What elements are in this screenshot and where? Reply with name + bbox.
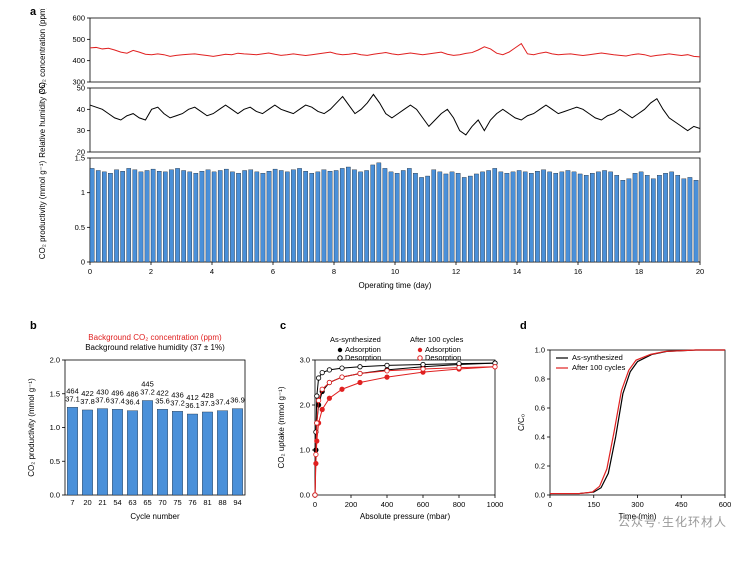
svg-text:Desorption: Desorption [345,353,381,362]
svg-text:37.8: 37.8 [80,397,95,406]
svg-text:10: 10 [391,267,399,276]
svg-text:After 100 cycles: After 100 cycles [410,335,464,344]
svg-text:50: 50 [77,84,85,93]
svg-text:500: 500 [72,35,85,44]
panel-c: 0 200 400 600 800 1000 0.0 1.0 2.0 3.0 CO₂ uptake … [270,330,505,540]
svg-text:1.0: 1.0 [50,423,60,432]
svg-text:3.0: 3.0 [300,356,310,365]
svg-text:400: 400 [381,500,394,509]
svg-text:1000: 1000 [487,500,504,509]
svg-text:Desorption: Desorption [425,353,461,362]
svg-text:200: 200 [345,500,358,509]
svg-text:0.0: 0.0 [535,491,545,500]
panel-b: Background CO₂ concentration (ppm)Backgr… [20,330,255,540]
svg-text:36.4: 36.4 [125,398,140,407]
svg-text:1.5: 1.5 [50,389,60,398]
svg-text:0.5: 0.5 [75,223,85,232]
svg-text:Operating time (day): Operating time (day) [359,281,432,290]
svg-text:0.8: 0.8 [535,375,545,384]
svg-text:Absolute pressure (mbar): Absolute pressure (mbar) [360,512,451,521]
svg-text:C/C₀: C/C₀ [517,414,526,431]
svg-text:1.0: 1.0 [300,446,310,455]
svg-text:37.4: 37.4 [110,396,125,405]
svg-text:1.0: 1.0 [535,346,545,355]
svg-text:70: 70 [158,498,166,507]
svg-text:37.4: 37.4 [215,398,230,407]
svg-text:0: 0 [88,267,92,276]
svg-text:20: 20 [83,498,91,507]
svg-text:0: 0 [313,500,317,509]
svg-text:16: 16 [574,267,582,276]
watermark: 公众号·生化环材人 [618,513,727,530]
svg-text:81: 81 [203,498,211,507]
svg-text:600: 600 [719,500,732,509]
svg-text:37.1: 37.1 [65,394,80,403]
svg-text:450: 450 [675,500,688,509]
svg-text:0.6: 0.6 [535,404,545,413]
svg-text:0.0: 0.0 [50,491,60,500]
svg-text:2: 2 [149,267,153,276]
svg-text:Background relative humidity (: Background relative humidity (37 ± 1%) [85,343,225,352]
svg-text:18: 18 [635,267,643,276]
svg-text:35.6: 35.6 [155,396,170,405]
svg-text:Relative humidity (%): Relative humidity (%) [38,82,47,158]
svg-text:CO₂ concentration (ppm): CO₂ concentration (ppm) [38,8,47,94]
svg-text:54: 54 [113,498,121,507]
svg-text:6: 6 [271,267,275,276]
svg-text:2.0: 2.0 [50,356,60,365]
svg-text:800: 800 [453,500,466,509]
svg-text:63: 63 [128,498,136,507]
svg-text:8: 8 [332,267,336,276]
svg-text:37.2: 37.2 [140,388,155,397]
svg-text:36.1: 36.1 [185,401,200,410]
svg-text:37.6: 37.6 [95,396,110,405]
svg-text:CO₂ productivity (mmol g⁻¹): CO₂ productivity (mmol g⁻¹) [27,378,36,477]
svg-text:4: 4 [210,267,214,276]
svg-text:0: 0 [81,258,85,267]
svg-text:76: 76 [188,498,196,507]
svg-text:1.5: 1.5 [75,154,85,163]
svg-text:600: 600 [417,500,430,509]
svg-text:2.0: 2.0 [300,401,310,410]
svg-text:600: 600 [72,14,85,23]
svg-text:400: 400 [72,56,85,65]
svg-text:88: 88 [218,498,226,507]
svg-text:75: 75 [173,498,181,507]
svg-text:12: 12 [452,267,460,276]
svg-text:40: 40 [77,105,85,114]
svg-text:150: 150 [587,500,600,509]
svg-text:7: 7 [70,498,74,507]
svg-text:65: 65 [143,498,151,507]
svg-text:0.0: 0.0 [300,491,310,500]
svg-text:37.2: 37.2 [170,398,185,407]
svg-text:Background CO₂ concentration (: Background CO₂ concentration (ppm) [88,333,222,342]
svg-text:37.3: 37.3 [200,399,215,408]
svg-text:0.2: 0.2 [535,462,545,471]
svg-text:21: 21 [98,498,106,507]
svg-text:0: 0 [548,500,552,509]
svg-text:20: 20 [696,267,704,276]
svg-text:After 100 cycles: After 100 cycles [572,363,626,372]
svg-text:36.9: 36.9 [230,396,245,405]
svg-text:As-synthesized: As-synthesized [572,353,623,362]
svg-text:0.5: 0.5 [50,457,60,466]
svg-text:1: 1 [81,188,85,197]
panel-d: 01503004506000.00.20.40.60.81.0C/C₀Time … [510,330,735,540]
svg-text:Cycle number: Cycle number [130,512,180,521]
panel-a: 300400500600CO₂ concentration (ppm)20304… [0,8,737,308]
svg-text:14: 14 [513,267,521,276]
svg-text:CO₂ productivity (mmol g⁻¹): CO₂ productivity (mmol g⁻¹) [38,160,47,259]
svg-text:0.4: 0.4 [535,433,545,442]
svg-text:As-synthesized: As-synthesized [330,335,381,344]
svg-text:CO₂ uptake (mmol g⁻¹): CO₂ uptake (mmol g⁻¹) [277,386,286,468]
svg-text:94: 94 [233,498,241,507]
svg-text:30: 30 [77,126,85,135]
svg-text:300: 300 [631,500,644,509]
